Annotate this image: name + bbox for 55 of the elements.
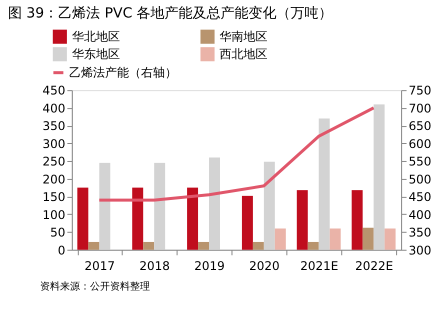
x-tick-label: 2020 xyxy=(249,259,280,274)
bar xyxy=(264,162,275,250)
legend-label: 华南地区 xyxy=(219,30,268,44)
y-tick-label: 400 xyxy=(42,101,66,116)
bar xyxy=(143,242,154,250)
bar xyxy=(154,162,166,250)
text: 资料来源：公开资料整理 xyxy=(40,280,150,293)
bar xyxy=(252,242,264,250)
y-tick-label: 300 xyxy=(42,136,66,151)
y2-tick-label: 700 xyxy=(408,101,432,116)
legend-label: 乙烯法产能（右轴） xyxy=(68,66,177,80)
line-series xyxy=(98,106,376,202)
bar xyxy=(198,242,210,250)
y2-tick-label: 450 xyxy=(408,190,432,204)
chart-title: 图 39：乙烯法 PVC 各地产能及总产能变化（万吨） xyxy=(8,5,333,22)
legend-label: 西北地区 xyxy=(219,47,268,62)
y2-tick-label: 550 xyxy=(408,154,432,169)
y-tick-label: 250 xyxy=(42,154,66,169)
bar xyxy=(187,188,198,250)
y-tick-label: 200 xyxy=(42,172,66,186)
y-tick-label: 50 xyxy=(50,226,66,240)
bar xyxy=(374,104,385,250)
y2-tick-label: 300 xyxy=(408,243,432,258)
y-tick-label: 450 xyxy=(42,84,66,98)
legend-label: 华北地区 xyxy=(72,30,120,44)
bar xyxy=(362,228,374,250)
y2-tick-label: 500 xyxy=(408,172,432,186)
y2-tick-label: 600 xyxy=(408,136,432,151)
x-tick-label: 2018 xyxy=(139,259,170,274)
y2-tick-label: 350 xyxy=(408,226,432,240)
y-tick-label: 150 xyxy=(42,190,66,204)
bar xyxy=(352,190,363,250)
bar xyxy=(274,228,286,250)
bar xyxy=(242,196,253,250)
x-tick-label: 2019 xyxy=(194,259,225,274)
y-tick-label: 350 xyxy=(42,119,66,134)
y2-tick-label: 650 xyxy=(408,119,432,134)
bar xyxy=(318,118,330,250)
y2-tick-label: 750 xyxy=(408,84,432,98)
bar xyxy=(384,228,396,250)
bar xyxy=(77,188,88,250)
legend-label: 华东地区 xyxy=(72,47,120,62)
y-tick-label: 0 xyxy=(58,243,66,258)
bar xyxy=(296,190,308,250)
bar xyxy=(308,242,319,250)
x-tick-label: 2022E xyxy=(355,259,394,274)
x-tick-label: 2017 xyxy=(84,259,116,274)
bar xyxy=(330,228,341,250)
x-tick-label: 2021E xyxy=(300,259,338,274)
bar xyxy=(209,158,220,250)
bar xyxy=(99,162,110,250)
y2-tick-label: 400 xyxy=(408,208,432,222)
bar xyxy=(88,242,100,250)
y-tick-label: 100 xyxy=(42,208,66,222)
bar xyxy=(132,188,144,250)
